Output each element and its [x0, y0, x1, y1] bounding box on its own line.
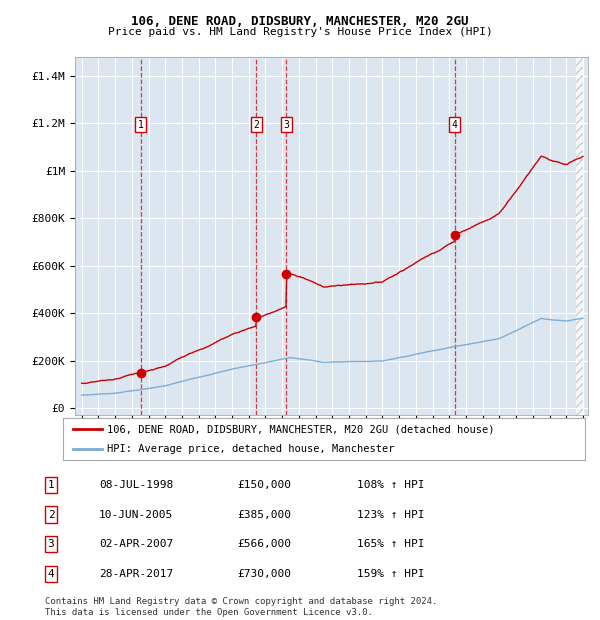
Text: £385,000: £385,000 — [237, 510, 291, 520]
Text: 4: 4 — [47, 569, 55, 579]
Text: 4: 4 — [452, 120, 458, 130]
Text: 106, DENE ROAD, DIDSBURY, MANCHESTER, M20 2GU: 106, DENE ROAD, DIDSBURY, MANCHESTER, M2… — [131, 15, 469, 27]
Text: 28-APR-2017: 28-APR-2017 — [99, 569, 173, 579]
Text: 1: 1 — [47, 480, 55, 490]
Text: HPI: Average price, detached house, Manchester: HPI: Average price, detached house, Manc… — [107, 444, 395, 454]
Text: 108% ↑ HPI: 108% ↑ HPI — [357, 480, 425, 490]
Text: 123% ↑ HPI: 123% ↑ HPI — [357, 510, 425, 520]
Text: 02-APR-2007: 02-APR-2007 — [99, 539, 173, 549]
Text: Contains HM Land Registry data © Crown copyright and database right 2024.
This d: Contains HM Land Registry data © Crown c… — [45, 598, 437, 617]
Text: £730,000: £730,000 — [237, 569, 291, 579]
Text: 3: 3 — [47, 539, 55, 549]
Text: £566,000: £566,000 — [237, 539, 291, 549]
Text: 10-JUN-2005: 10-JUN-2005 — [99, 510, 173, 520]
Text: 165% ↑ HPI: 165% ↑ HPI — [357, 539, 425, 549]
Text: 106, DENE ROAD, DIDSBURY, MANCHESTER, M20 2GU (detached house): 106, DENE ROAD, DIDSBURY, MANCHESTER, M2… — [107, 424, 495, 434]
Text: 1: 1 — [137, 120, 143, 130]
Text: 2: 2 — [47, 510, 55, 520]
Text: 2: 2 — [253, 120, 259, 130]
Text: £150,000: £150,000 — [237, 480, 291, 490]
Text: 3: 3 — [283, 120, 289, 130]
Text: 08-JUL-1998: 08-JUL-1998 — [99, 480, 173, 490]
Text: Price paid vs. HM Land Registry's House Price Index (HPI): Price paid vs. HM Land Registry's House … — [107, 27, 493, 37]
Text: 159% ↑ HPI: 159% ↑ HPI — [357, 569, 425, 579]
